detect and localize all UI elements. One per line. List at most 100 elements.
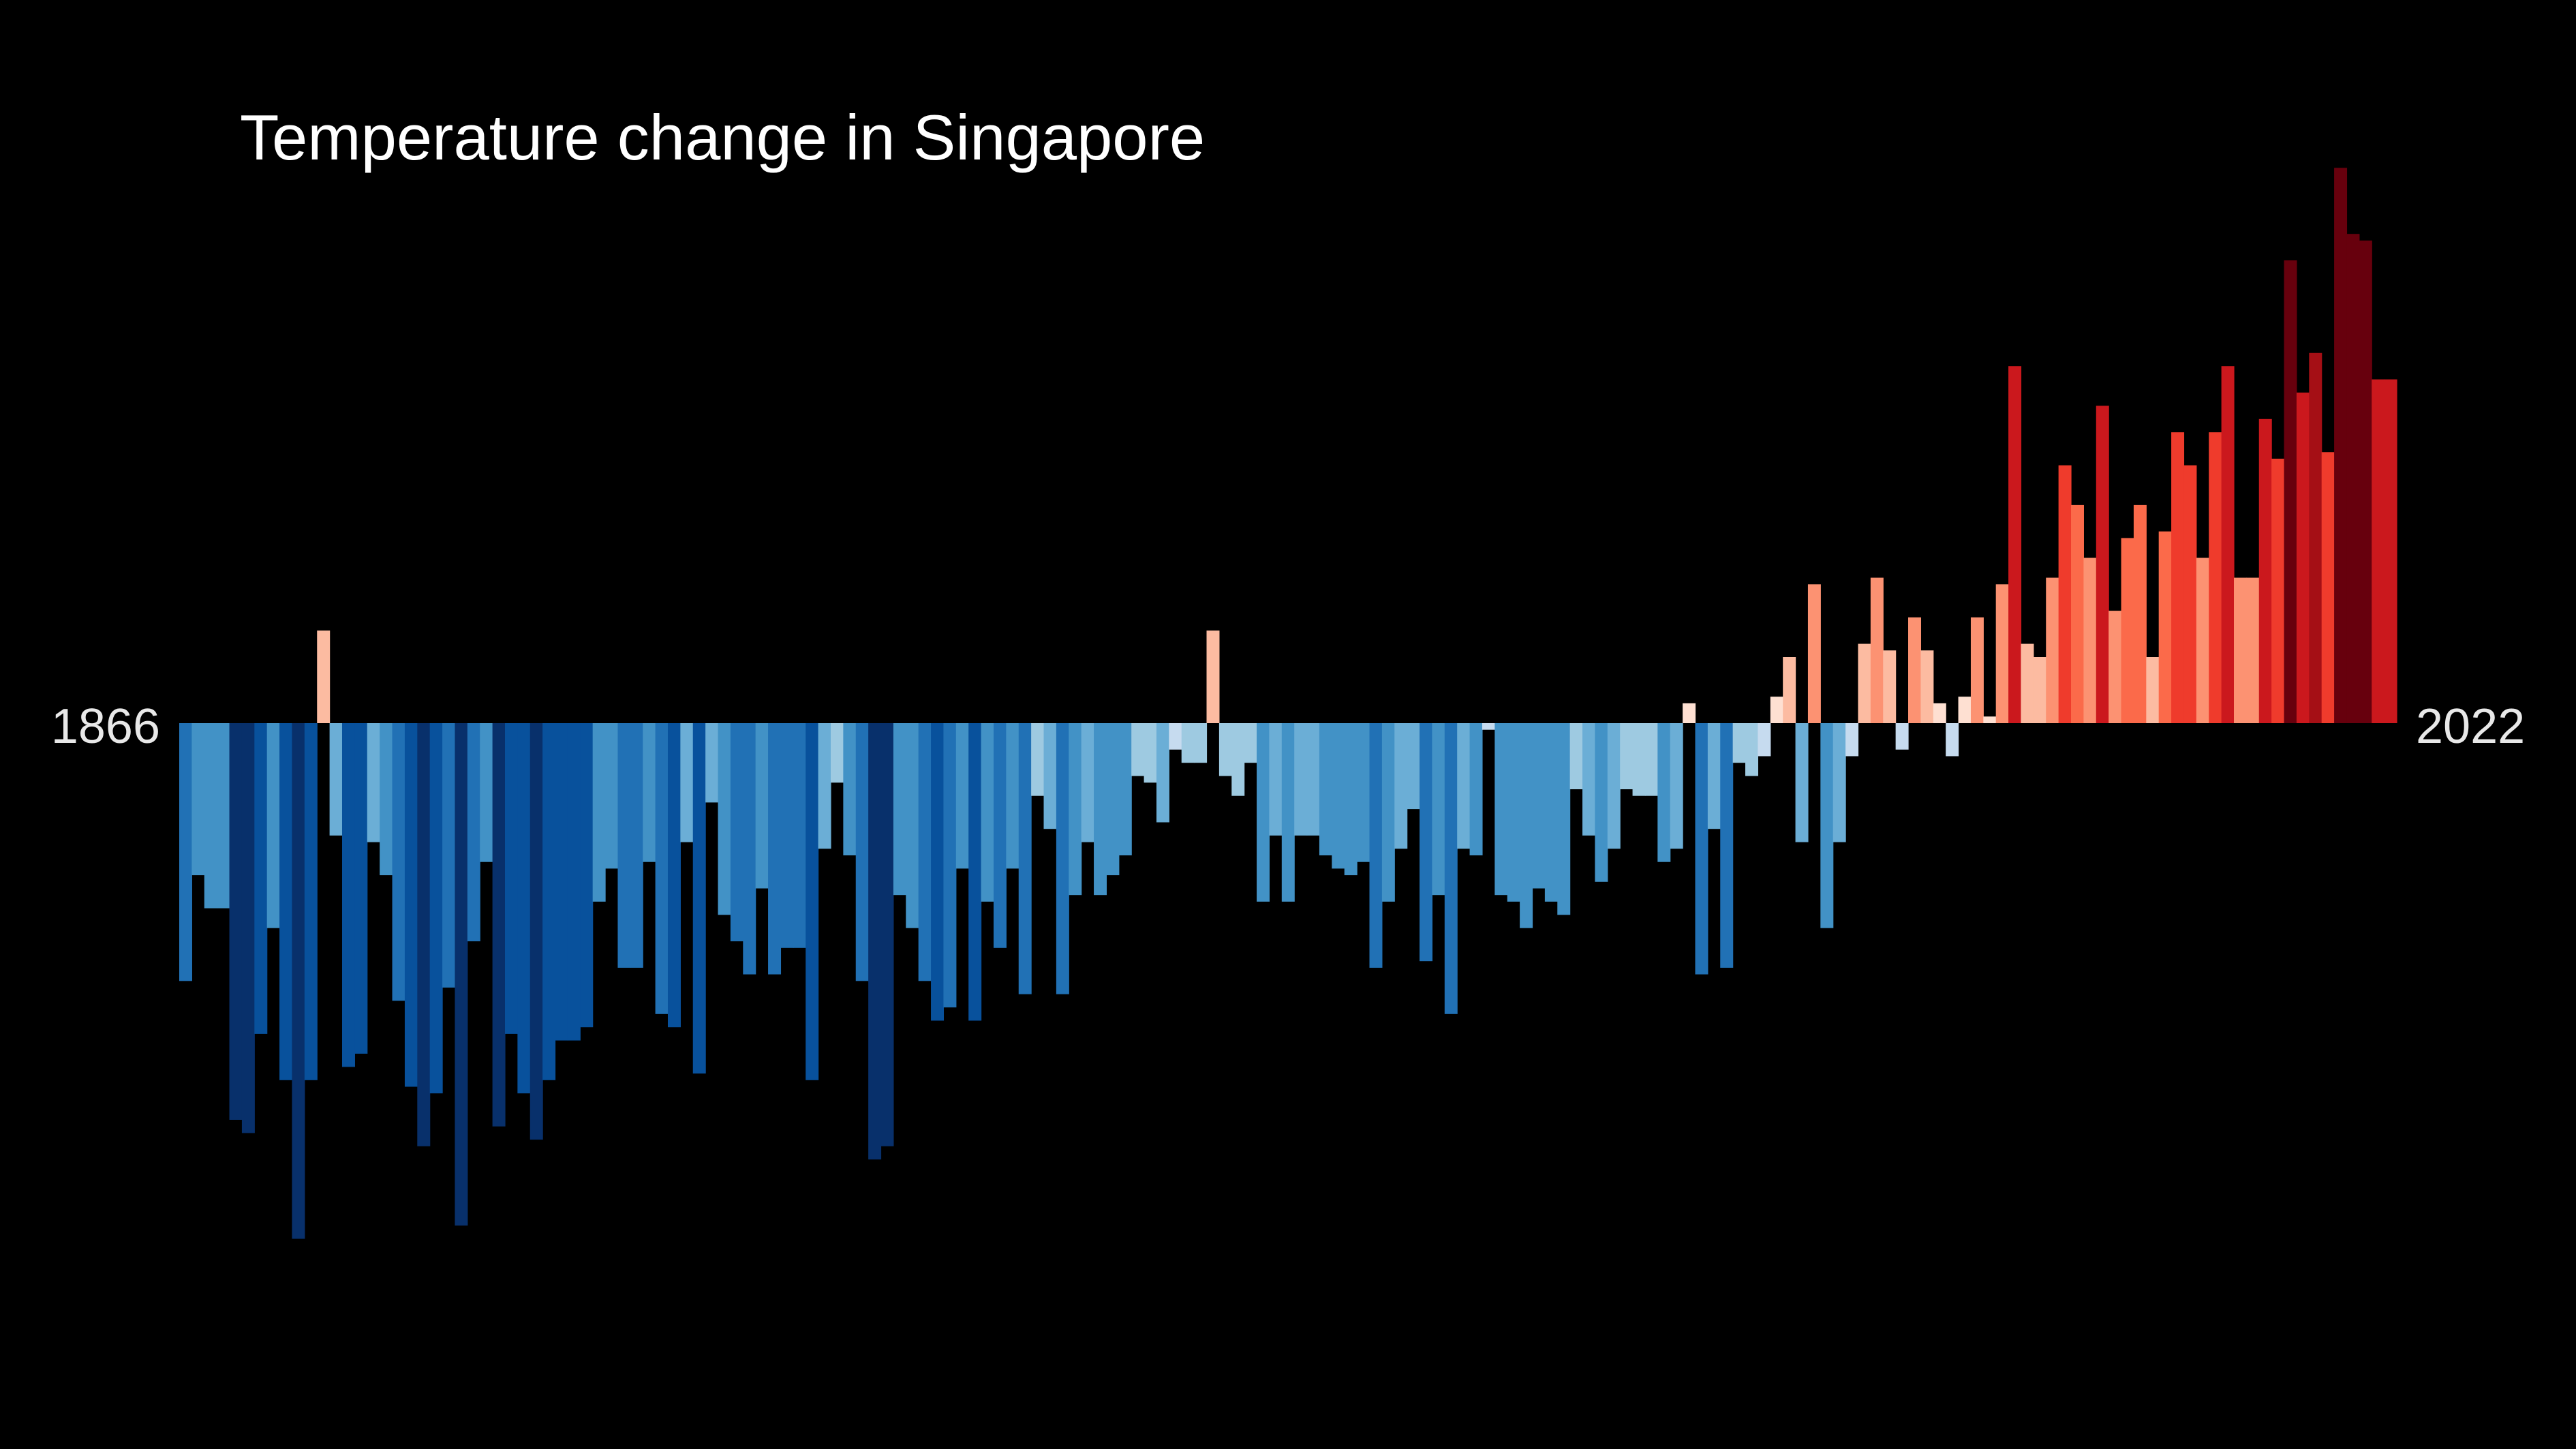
temperature-bar-1984 [1657,723,1671,862]
temperature-bar-1928 [955,723,969,869]
temperature-bar-2035 [2296,393,2310,723]
temperature-bar-1944 [1156,723,1169,823]
temperature-bar-1885 [417,723,431,1146]
temperature-bar-2017 [2071,504,2084,723]
temperature-bar-1953 [1269,723,1283,836]
temperature-bar-1869 [217,723,230,909]
temperature-bar-1946 [1181,723,1195,763]
temperature-bar-1963 [1394,723,1408,849]
temperature-bar-1916 [806,723,819,1080]
temperature-bar-1921 [868,723,882,1160]
temperature-bar-1995 [1795,723,1809,842]
temperature-bar-2007 [1946,723,1959,757]
temperature-bar-1996 [1807,584,1821,723]
temperature-bar-1900 [605,723,619,869]
temperature-bar-1978 [1582,723,1596,836]
temperature-bar-2013 [2021,643,2034,723]
temperature-bar-1893 [517,723,531,1094]
temperature-bar-1924 [906,723,919,928]
temperature-bar-1964 [1407,723,1420,810]
temperature-bar-1896 [555,723,568,1041]
temperature-bar-2019 [2096,406,2109,723]
end-year-label: 2022 [2416,699,2526,754]
temperature-bar-1952 [1257,723,1270,902]
temperature-bar-1872 [254,723,268,1034]
temperature-bar-2042 [2384,379,2397,723]
temperature-bar-1990 [1732,723,1746,763]
temperature-bar-1929 [968,723,982,1021]
temperature-bar-1962 [1381,723,1395,902]
temperature-bar-1965 [1420,723,1433,962]
temperature-bar-2012 [2008,366,2022,723]
temperature-bar-1933 [1018,723,1032,994]
temperature-bar-2015 [2046,577,2059,723]
temperature-bar-1884 [404,723,418,1087]
temperature-bar-2021 [2121,538,2134,723]
temperature-bar-1949 [1218,723,1232,776]
temperature-bar-1942 [1131,723,1145,776]
temperature-bar-1923 [893,723,906,896]
temperature-bar-2038 [2334,168,2348,723]
temperature-bar-1930 [981,723,994,902]
temperature-bar-1905 [667,723,681,1028]
temperature-bar-2000 [1858,643,1871,723]
temperature-bar-1882 [380,723,393,876]
temperature-bar-1943 [1144,723,1157,783]
temperature-bar-1874 [279,723,293,1080]
temperature-bar-2033 [2271,459,2285,723]
temperature-bar-2036 [2309,352,2322,723]
temperature-bar-1920 [855,723,869,981]
temperature-bar-1954 [1281,723,1295,902]
temperature-bar-2003 [1895,723,1909,750]
temperature-bar-1917 [818,723,831,849]
temperature-bar-2040 [2359,240,2372,723]
temperature-bar-1891 [492,723,506,1127]
temperature-bar-1940 [1106,723,1120,876]
temperature-bar-1894 [530,723,543,1140]
temperature-bar-2005 [1920,650,1934,723]
temperature-bar-1973 [1520,723,1533,928]
temperature-bar-1997 [1820,723,1834,928]
temperature-bar-1971 [1494,723,1508,896]
temperature-bar-2022 [2133,504,2147,723]
temperature-bar-1977 [1569,723,1583,789]
temperature-bar-1925 [918,723,932,981]
temperature-bar-2018 [2083,558,2097,723]
temperature-bar-1910 [730,723,743,942]
chart-title: Temperature change in Singapore [240,102,1206,173]
temperature-bar-1937 [1069,723,1082,896]
temperature-bar-1960 [1357,723,1370,862]
temperature-bar-1908 [705,723,719,803]
temperature-bar-2031 [2246,577,2260,723]
temperature-bar-1926 [931,723,945,1021]
temperature-bar-1913 [768,723,782,975]
temperature-bar-1922 [880,723,894,1146]
temperature-bar-1941 [1118,723,1132,855]
temperature-bar-2011 [1995,584,2009,723]
temperature-bar-1914 [780,723,794,948]
temperature-bar-1887 [442,723,456,988]
temperature-bar-2034 [2284,260,2297,723]
temperature-bar-1886 [429,723,443,1094]
temperature-bar-1880 [354,723,368,1054]
temperature-bar-2025 [2171,432,2185,723]
temperature-bar-1878 [329,723,343,836]
temperature-bar-1969 [1469,723,1483,855]
temperature-bar-2016 [2058,465,2072,723]
temperature-bar-1918 [830,723,844,783]
temperature-bar-1994 [1783,657,1796,723]
temperature-bar-1903 [643,723,656,862]
temperature-bar-2030 [2234,577,2247,723]
temperature-bar-1902 [630,723,643,968]
temperature-bar-1879 [341,723,355,1067]
temperature-bar-1966 [1432,723,1445,896]
temperature-bar-2037 [2321,452,2335,723]
temperature-bar-1988 [1707,723,1721,829]
temperature-bar-1871 [241,723,255,1133]
temperature-bar-1897 [567,723,581,1041]
temperature-bar-1987 [1695,723,1708,975]
temperature-bar-1899 [592,723,606,902]
temperature-bar-2023 [2146,657,2160,723]
temperature-bar-1989 [1720,723,1734,968]
temperature-bar-1982 [1632,723,1646,796]
